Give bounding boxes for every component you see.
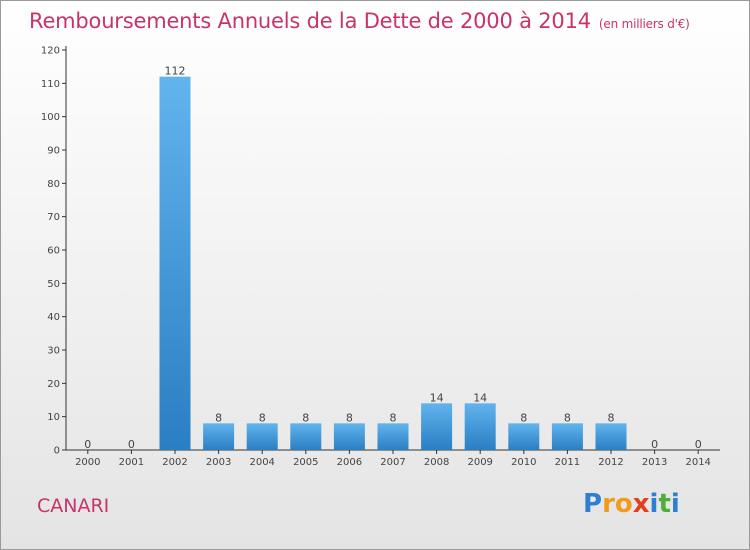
x-tick-label: 2004 (249, 457, 274, 468)
data-label: 8 (215, 411, 222, 424)
chart-title: Remboursements Annuels de la Dette de 20… (29, 9, 690, 33)
y-tick-label: 50 (47, 279, 60, 290)
data-label: 8 (259, 411, 266, 424)
bar (290, 423, 322, 450)
data-label: 0 (695, 438, 702, 451)
x-tick-label: 2005 (293, 457, 318, 468)
data-label: 0 (84, 438, 91, 451)
y-tick-label: 110 (41, 79, 60, 90)
data-label: 8 (346, 411, 353, 424)
bar (595, 423, 627, 450)
data-label: 112 (165, 65, 186, 78)
x-tick-label: 2002 (162, 457, 187, 468)
y-tick-label: 60 (47, 246, 60, 257)
x-tick-label: 2006 (337, 457, 362, 468)
data-label: 8 (608, 411, 615, 424)
y-tick-label: 0 (54, 446, 60, 457)
x-tick-label: 2009 (467, 457, 492, 468)
x-tick-label: 2013 (642, 457, 667, 468)
y-tick-label: 80 (47, 179, 60, 190)
data-label: 14 (473, 391, 487, 404)
bar (421, 403, 453, 450)
y-tick-label: 30 (47, 346, 60, 357)
data-label: 8 (390, 411, 397, 424)
bar (464, 403, 496, 450)
x-tick-label: 2014 (685, 457, 710, 468)
y-tick-label: 40 (47, 312, 60, 323)
data-label: 0 (128, 438, 135, 451)
bar (246, 423, 278, 450)
y-tick-label: 90 (47, 146, 60, 157)
data-label: 8 (302, 411, 309, 424)
bar (551, 423, 583, 450)
bar (377, 423, 409, 450)
x-tick-label: 2012 (598, 457, 623, 468)
commune-name: CANARI (37, 495, 110, 517)
y-tick-label: 70 (47, 212, 60, 223)
x-tick-label: 2010 (511, 457, 536, 468)
y-tick-label: 100 (41, 112, 60, 123)
x-tick-label: 2008 (424, 457, 449, 468)
x-tick-label: 2011 (555, 457, 580, 468)
proxiti-logo: Proxiti (583, 489, 680, 519)
x-tick-label: 2000 (75, 457, 100, 468)
data-label: 8 (564, 411, 571, 424)
bar (159, 76, 191, 451)
data-label: 0 (651, 438, 658, 451)
logo-letter: P (583, 489, 603, 519)
y-tick-label: 120 (41, 46, 60, 57)
x-tick-label: 2007 (380, 457, 405, 468)
data-label: 8 (520, 411, 527, 424)
x-tick-label: 2003 (206, 457, 231, 468)
bar (203, 423, 235, 450)
logo-letter: x (632, 489, 650, 519)
x-tick-label: 2001 (119, 457, 144, 468)
logo-letter: i (670, 489, 680, 519)
data-label: 14 (430, 391, 444, 404)
logo-letter: i (649, 489, 659, 519)
bar (333, 423, 365, 450)
bar (508, 423, 540, 450)
chart-title-unit: (en milliers d'€) (598, 17, 690, 31)
y-tick-label: 10 (47, 412, 60, 423)
chart-title-text: Remboursements Annuels de la Dette de 20… (29, 9, 591, 33)
y-tick-label: 20 (47, 379, 60, 390)
logo-letter: r (602, 489, 615, 519)
logo-letter: o (614, 489, 633, 519)
logo-letter: t (658, 489, 671, 519)
